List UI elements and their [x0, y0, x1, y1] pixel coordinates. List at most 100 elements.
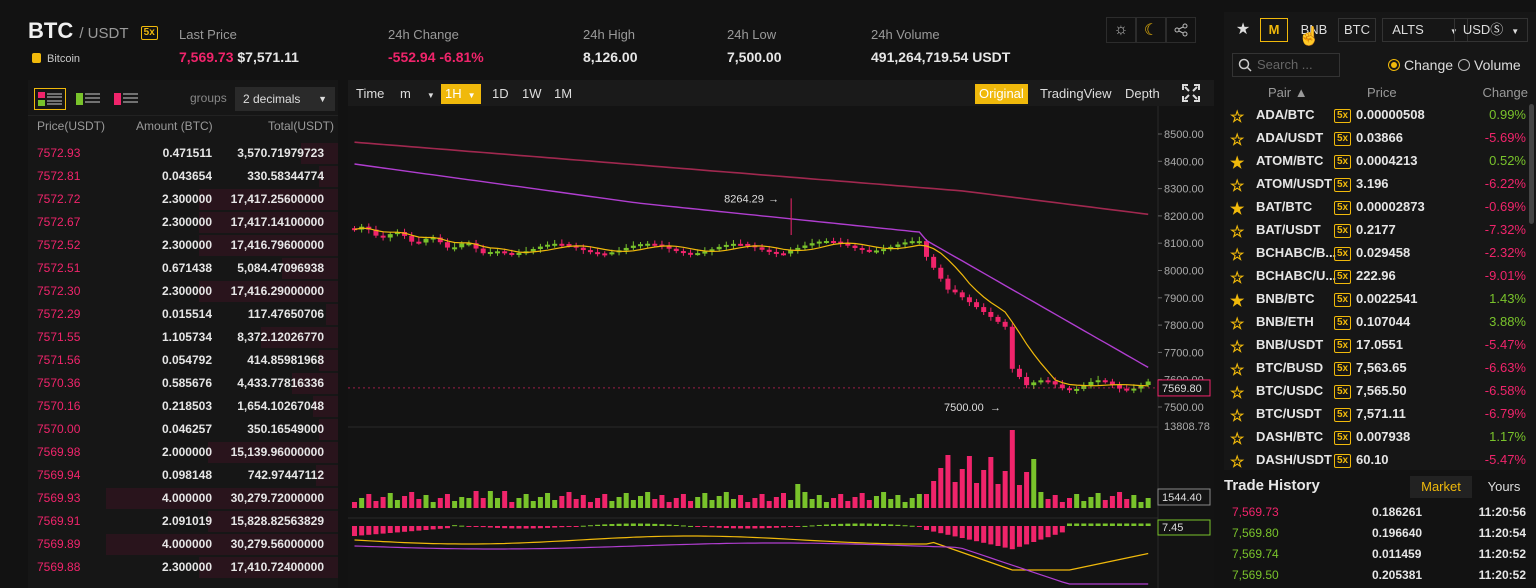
star-outline-icon[interactable]: ☆ — [1230, 362, 1245, 379]
ask-row[interactable]: 7569.98 2.000000 15,139.96000000 — [28, 441, 338, 464]
ask-row[interactable]: 7569.89 4.000000 30,279.56000000 — [28, 533, 338, 556]
star-outline-icon[interactable]: ☆ — [1230, 109, 1245, 126]
col-pair-change[interactable]: Change — [1482, 85, 1528, 100]
col-pair-price[interactable]: Price — [1367, 85, 1397, 100]
star-filled-icon[interactable]: ★ — [1230, 293, 1245, 310]
volume-bar — [988, 457, 994, 508]
star-filled-icon[interactable]: ★ — [1230, 201, 1245, 218]
ask-price: 7572.29 — [37, 307, 81, 321]
interval-1w[interactable]: 1W — [522, 86, 542, 101]
star-outline-icon[interactable]: ☆ — [1230, 270, 1245, 287]
star-filled-icon[interactable]: ★ — [1230, 155, 1245, 172]
star-outline-icon[interactable]: ☆ — [1230, 431, 1245, 448]
fullscreen-icon[interactable] — [1178, 84, 1204, 104]
chart-canvas[interactable]: 8500.00 8400.00 8300.00 8200.00 8100.00 8000.… — [348, 106, 1214, 588]
star-outline-icon[interactable]: ☆ — [1230, 247, 1245, 264]
pair-row[interactable]: ★ BNB/BTC 5x 0.0022541 1.43% — [1224, 288, 1536, 311]
pair-price: 0.0022541 — [1356, 291, 1418, 306]
ask-row[interactable]: 7570.00 0.046257 350.16549000 — [28, 418, 338, 441]
ask-row[interactable]: 7569.94 0.098148 742.97447112 — [28, 464, 338, 487]
tab-btc[interactable]: BTC — [1338, 18, 1376, 42]
star-outline-icon[interactable]: ☆ — [1230, 385, 1245, 402]
tab-my-trades[interactable]: Yours — [1487, 479, 1521, 494]
interval-1m[interactable]: 1M — [554, 86, 573, 101]
volume-bar — [1081, 501, 1087, 508]
ask-row[interactable]: 7569.91 2.091019 15,828.82563829 — [28, 510, 338, 533]
star-outline-icon[interactable]: ☆ — [1230, 408, 1245, 425]
pair-row[interactable]: ★ ATOM/BTC 5x 0.0004213 0.52% — [1224, 150, 1536, 173]
volume-bar — [852, 497, 858, 508]
view-depth[interactable]: Depth — [1125, 86, 1160, 101]
tab-margin[interactable]: M — [1260, 18, 1288, 42]
star-outline-icon[interactable]: ☆ — [1230, 224, 1245, 241]
pair-row[interactable]: ☆ BTC/USDC 5x 7,565.50 -6.58% — [1224, 380, 1536, 403]
ask-row[interactable]: 7572.67 2.300000 17,417.14100000 — [28, 211, 338, 234]
tab-market-trades[interactable]: Market — [1410, 476, 1472, 498]
tab-alts[interactable]: ALTS ▼ — [1382, 18, 1468, 42]
pair-row[interactable]: ☆ DASH/BTC 5x 0.007938 1.17% — [1224, 426, 1536, 449]
pair-row[interactable]: ☆ DASH/USDT 5x 60.10 -5.47% — [1224, 449, 1536, 472]
star-outline-icon[interactable]: ☆ — [1230, 178, 1245, 195]
ask-row[interactable]: 7569.88 2.300000 17,410.72400000 — [28, 556, 338, 579]
ask-price: 7570.00 — [37, 422, 81, 436]
macd-bar — [823, 524, 829, 526]
ask-row[interactable]: 7572.52 2.300000 17,416.79600000 — [28, 234, 338, 257]
tab-bnb[interactable]: BNB — [1300, 22, 1328, 37]
volume-bar — [495, 498, 500, 508]
favorites-star-icon[interactable]: ★ — [1235, 21, 1251, 38]
ask-total: 117.47650706 — [247, 307, 324, 321]
radio-volume[interactable]: Volume — [1458, 57, 1521, 73]
tab-usd[interactable]: USDⓈ ▼ — [1454, 18, 1528, 42]
interval-1h[interactable]: 1H ▼ — [441, 84, 481, 104]
interval-1d[interactable]: 1D — [492, 86, 509, 101]
pair-row[interactable]: ☆ BAT/USDT 5x 0.2177 -7.32% — [1224, 219, 1536, 242]
pair-row[interactable]: ☆ BNB/ETH 5x 0.107044 3.88% — [1224, 311, 1536, 334]
pair-row[interactable]: ☆ BTC/USDT 5x 7,571.11 -6.79% — [1224, 403, 1536, 426]
ask-row[interactable]: 7570.36 0.585676 4,433.77816336 — [28, 372, 338, 395]
ask-row[interactable]: 7572.30 2.300000 17,416.29000000 — [28, 280, 338, 303]
candle-body — [480, 248, 486, 254]
coin-name[interactable]: Bitcoin — [32, 53, 80, 65]
moon-icon[interactable]: ☾ — [1136, 17, 1166, 43]
ask-row[interactable]: 7571.56 0.054792 414.85981968 — [28, 349, 338, 372]
ask-row[interactable]: 7570.16 0.218503 1,654.10267048 — [28, 395, 338, 418]
ask-amount: 2.300000 — [161, 215, 212, 229]
star-outline-icon[interactable]: ☆ — [1230, 454, 1245, 471]
col-pair[interactable]: Pair ▲ — [1268, 85, 1308, 100]
macd-bar — [866, 523, 872, 526]
star-outline-icon[interactable]: ☆ — [1230, 132, 1245, 149]
sun-icon[interactable]: ☼ — [1106, 17, 1136, 43]
pair-row[interactable]: ☆ BCHABC/B... 5x 0.029458 -2.32% — [1224, 242, 1536, 265]
ask-row[interactable]: 7569.93 4.000000 30,279.72000000 — [28, 487, 338, 510]
pair-row[interactable]: ★ BAT/BTC 5x 0.00002873 -0.69% — [1224, 196, 1536, 219]
layout-asks-icon[interactable] — [110, 88, 142, 110]
decimals-select[interactable]: 2 decimals ▼ — [235, 87, 335, 111]
pair-row[interactable]: ☆ BCHABC/U... 5x 222.96 -9.01% — [1224, 265, 1536, 288]
view-tradingview[interactable]: TradingView — [1040, 86, 1112, 101]
star-outline-icon[interactable]: ☆ — [1230, 316, 1245, 333]
layout-bids-icon[interactable] — [72, 88, 104, 110]
ask-row[interactable]: 7572.29 0.015514 117.47650706 — [28, 303, 338, 326]
pair-row[interactable]: ☆ ADA/USDT 5x 0.03866 -5.69% — [1224, 127, 1536, 150]
ask-row[interactable]: 7572.81 0.043654 330.58344774 — [28, 165, 338, 188]
ask-row[interactable]: 7571.55 1.105734 8,372.12026770 — [28, 326, 338, 349]
layout-both-icon[interactable] — [34, 88, 66, 110]
pair-row[interactable]: ☆ ATOM/USDT 5x 3.196 -6.22% — [1224, 173, 1536, 196]
pair-row[interactable]: ☆ BTC/BUSD 5x 7,563.65 -6.63% — [1224, 357, 1536, 380]
ask-row[interactable]: 7572.72 2.300000 17,417.25600000 — [28, 188, 338, 211]
search-input[interactable]: Search ... — [1232, 53, 1340, 77]
trade-history: Trade History Market Yours 7,569.73 0.186… — [1216, 470, 1536, 588]
pair-row[interactable]: ☆ ADA/BTC 5x 0.00000508 0.99% — [1224, 104, 1536, 127]
view-original[interactable]: Original — [975, 84, 1028, 104]
minute-select[interactable]: m ▼ — [396, 84, 439, 104]
ask-row[interactable]: 7572.51 0.671438 5,084.47096938 — [28, 257, 338, 280]
candle-body — [602, 253, 608, 256]
share-icon[interactable] — [1166, 17, 1196, 43]
volume-bar — [537, 497, 543, 508]
star-outline-icon[interactable]: ☆ — [1230, 339, 1245, 356]
pair-list-scrollbar[interactable] — [1529, 104, 1534, 224]
ask-row[interactable]: 7572.93 0.471511 3,570.71979723 — [28, 142, 338, 165]
candle-body — [666, 246, 672, 249]
radio-change[interactable]: Change — [1388, 57, 1453, 73]
pair-row[interactable]: ☆ BNB/USDT 5x 17.0551 -5.47% — [1224, 334, 1536, 357]
